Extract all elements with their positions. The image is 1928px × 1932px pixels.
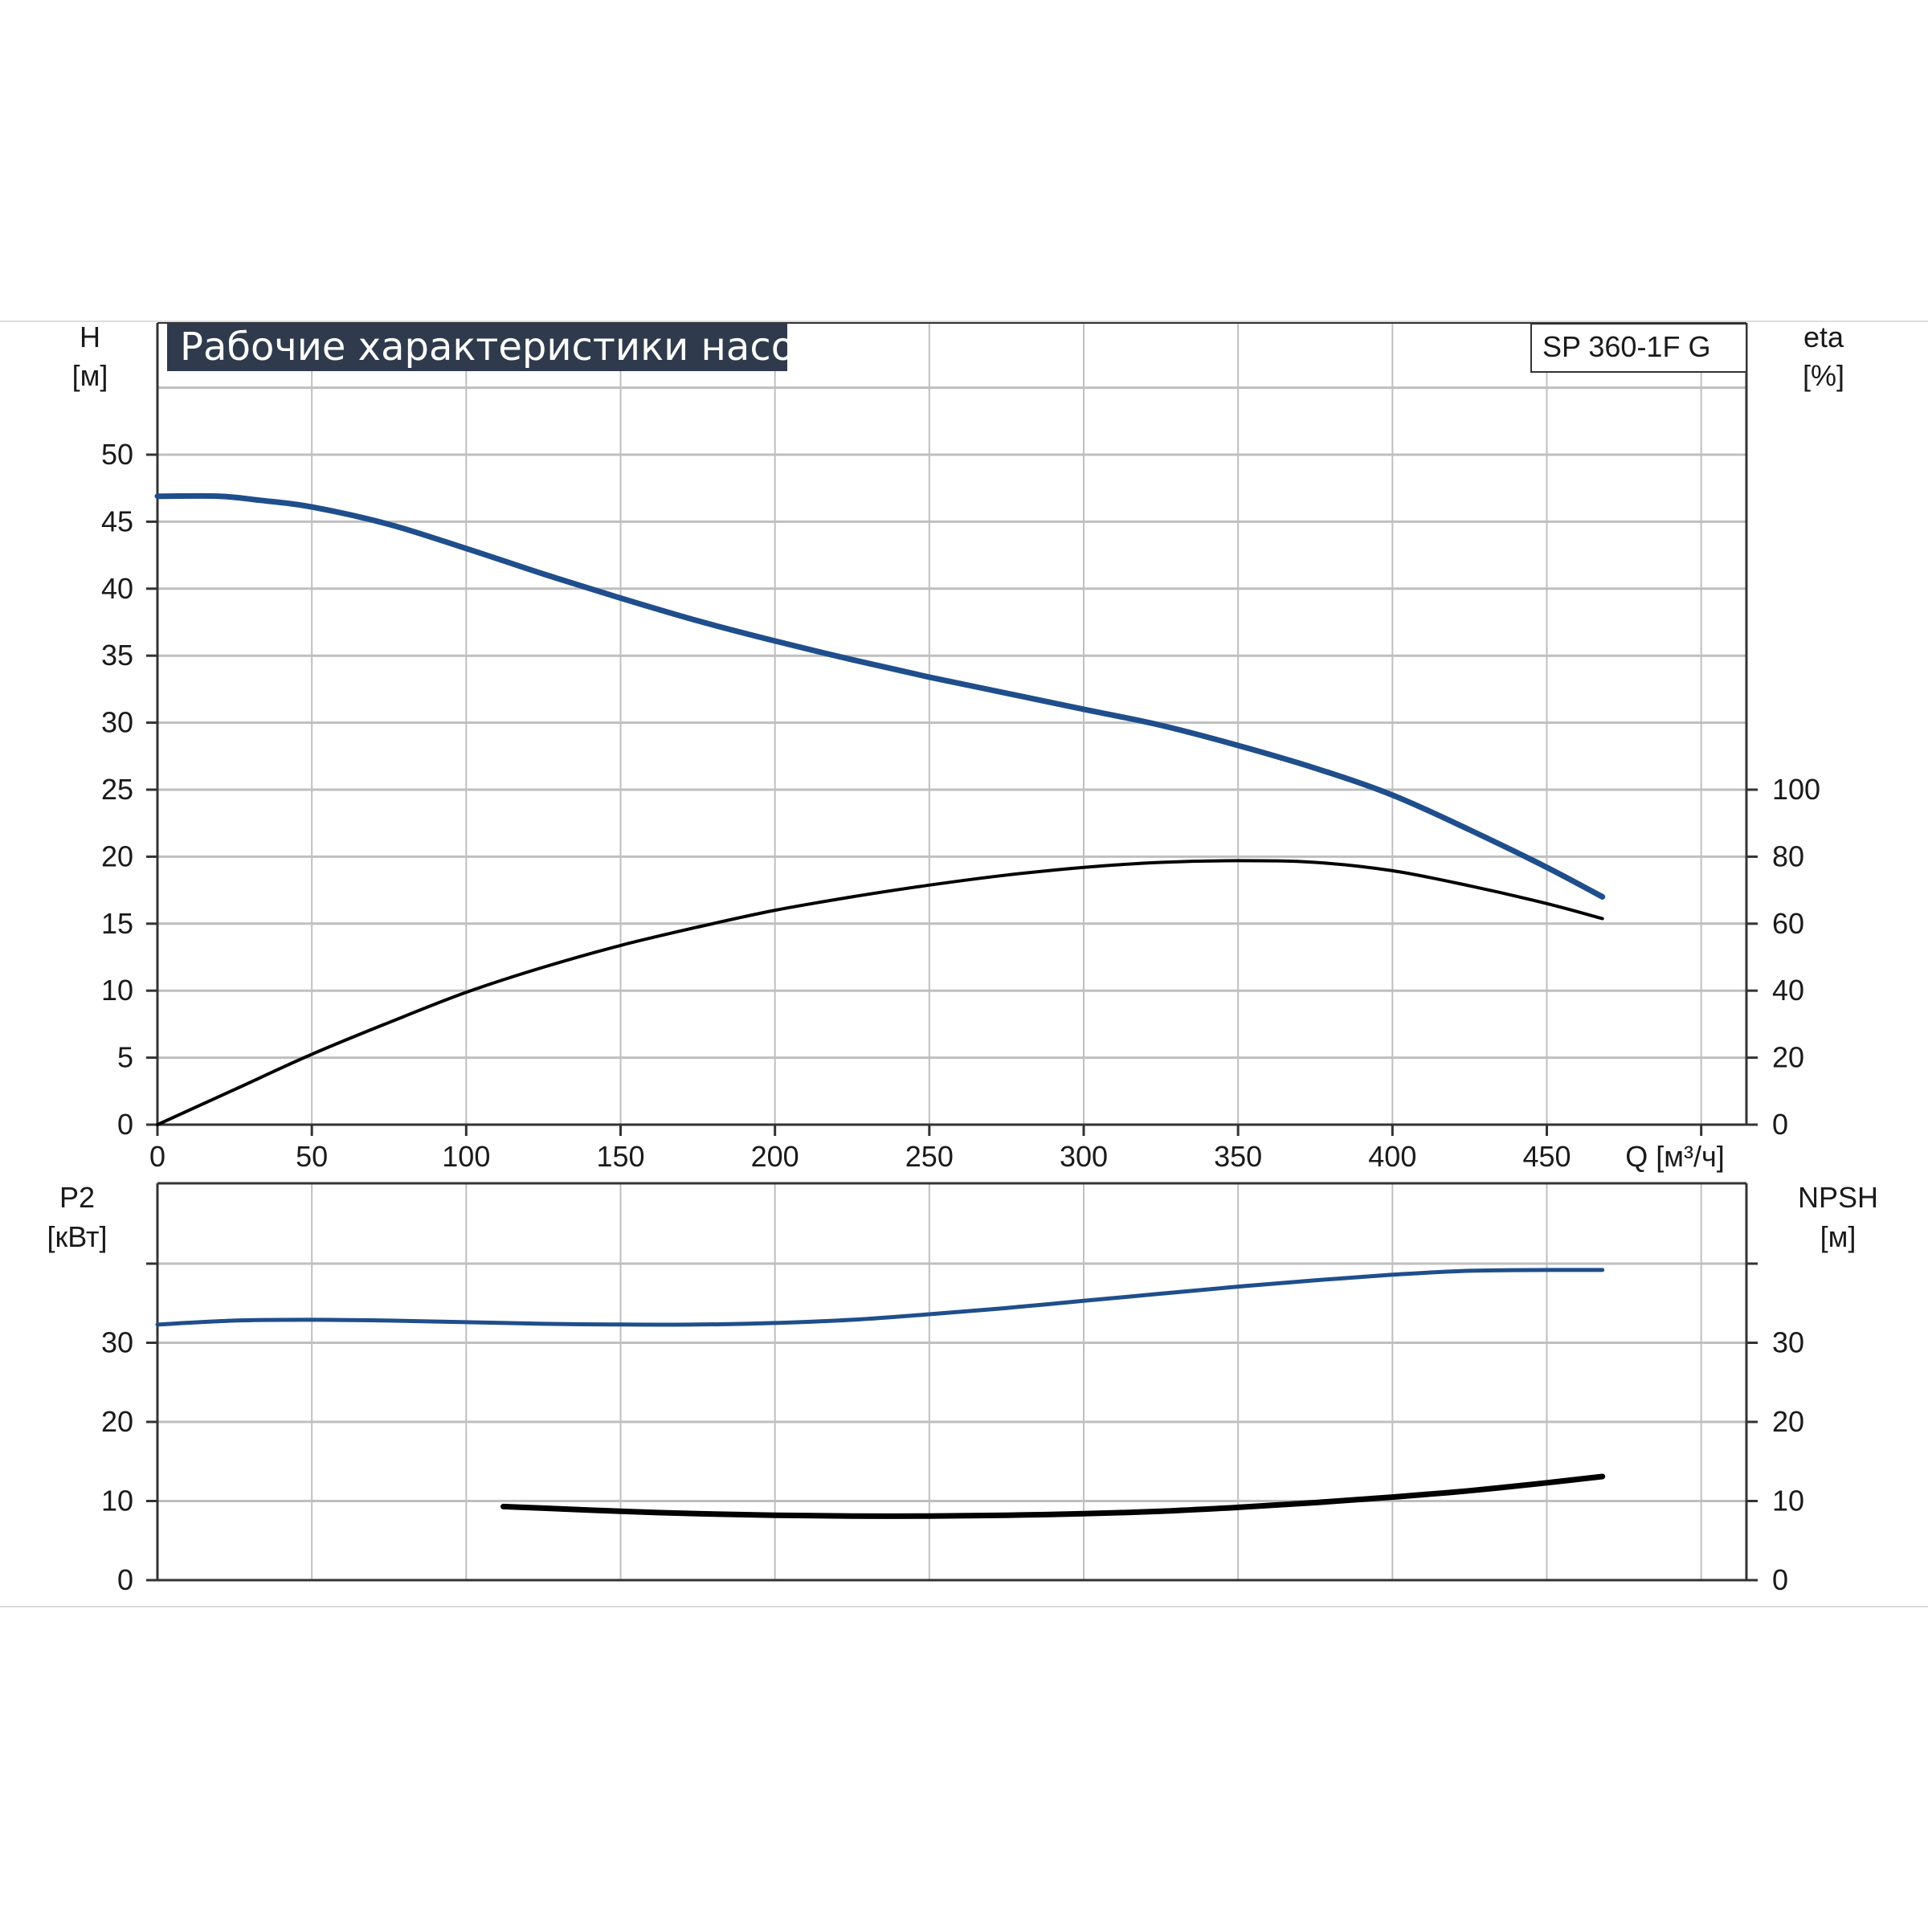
top-panel-grid: [157, 323, 1746, 1125]
npsh-tick-label: 30: [1772, 1326, 1804, 1359]
x-axis-label: Q [м³/ч]: [1625, 1140, 1725, 1173]
npsh-tick-label: 20: [1772, 1405, 1804, 1438]
p2-tick-label: 30: [101, 1326, 133, 1359]
model-label: SP 360-1F G: [1542, 330, 1710, 363]
p2-tick-label: 10: [101, 1485, 133, 1517]
y-right-tick-label: 0: [1772, 1108, 1788, 1141]
y-left-tick-label: 50: [101, 438, 133, 471]
axes: [146, 322, 1758, 1582]
y-right-label-bottom: NPSH: [1798, 1181, 1878, 1214]
y-left-tick-label: 5: [117, 1041, 133, 1074]
x-tick-label: 300: [1060, 1140, 1108, 1173]
x-tick-label: 250: [905, 1140, 954, 1173]
y-right-tick-label: 100: [1772, 773, 1820, 806]
chart-title: Рабочие характеристики насоса: [180, 325, 839, 370]
npsh-tick-label: 0: [1772, 1563, 1788, 1596]
y-right-tick-label: 60: [1772, 907, 1804, 940]
efficiency-curve: [156, 859, 1604, 1126]
model-box: [1530, 323, 1747, 373]
x-tick-label: 50: [296, 1140, 328, 1173]
x-tick-label: 350: [1214, 1140, 1262, 1173]
x-tick-label: 400: [1368, 1140, 1416, 1173]
y-left-label-bottom: P2: [59, 1181, 95, 1214]
y-right-unit-top: [%]: [1803, 359, 1844, 392]
y-left-unit-top: [м]: [72, 359, 108, 392]
head-curve: [154, 492, 1606, 900]
y-right-tick-label: 80: [1772, 839, 1804, 872]
p2-tick-label: 20: [101, 1405, 133, 1438]
bottom-panel-grid: [157, 1183, 1746, 1580]
title-banner: [167, 323, 787, 371]
x-tick-label: 150: [596, 1140, 644, 1173]
y-left-tick-label: 0: [117, 1108, 133, 1141]
y-left-tick-label: 25: [101, 773, 133, 806]
y-left-tick-label: 35: [101, 639, 133, 672]
y-right-tick-label: 40: [1772, 974, 1804, 1007]
y-left-tick-label: 40: [101, 572, 133, 605]
curves: [154, 492, 1606, 1519]
x-tick-label: 0: [149, 1140, 165, 1173]
p2-tick-label: 0: [117, 1563, 133, 1596]
y-right-unit-bottom: [м]: [1820, 1220, 1857, 1253]
x-tick-label: 450: [1522, 1140, 1571, 1173]
x-tick-label: 100: [442, 1140, 490, 1173]
y-left-label-top: H: [80, 321, 100, 353]
x-tick-label: 200: [751, 1140, 799, 1173]
y-right-tick-label: 20: [1772, 1041, 1804, 1074]
y-left-tick-label: 20: [101, 839, 133, 872]
y-left-unit-bottom: [кВт]: [47, 1220, 107, 1253]
npsh-curve: [500, 1473, 1606, 1519]
y-left-tick-label: 45: [101, 504, 133, 537]
npsh-tick-label: 10: [1772, 1485, 1804, 1517]
y-left-tick-label: 15: [101, 907, 133, 940]
y-left-tick-label: 30: [101, 706, 133, 739]
y-left-tick-label: 10: [101, 974, 133, 1007]
y-right-label-top: eta: [1803, 321, 1844, 353]
power-curve: [155, 1268, 1605, 1327]
